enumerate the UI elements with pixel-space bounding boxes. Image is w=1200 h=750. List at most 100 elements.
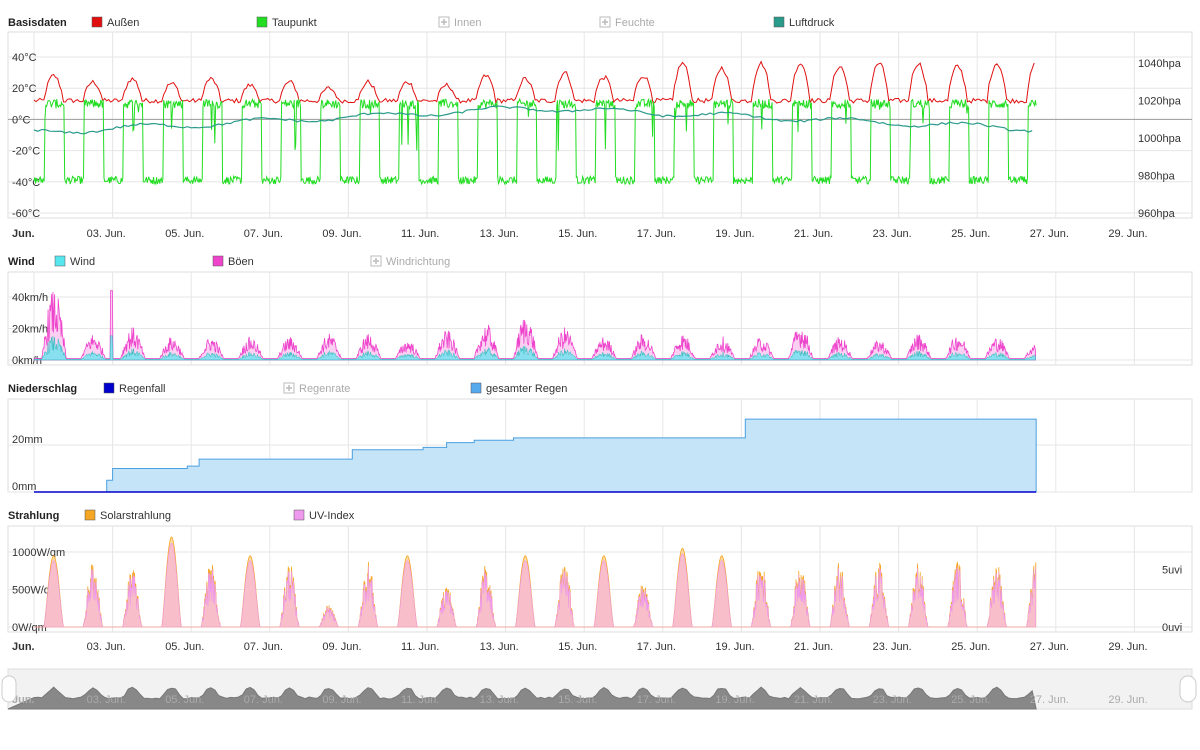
x-tick-label: 11. Jun.	[401, 694, 439, 706]
x-tick-label: 07. Jun.	[244, 228, 283, 240]
series-luftdruck	[33, 105, 1033, 135]
x-axis-top: Jun. 03. Jun. 05. Jun. 07. Jun. 09. Jun. 11. …	[12, 228, 1148, 240]
x-tick-label: 03. Jun.	[87, 694, 126, 706]
x-tick-label: 13. Jun.	[480, 641, 519, 653]
y-tick-label: 20°C	[12, 83, 37, 95]
legend-item-luftdruck[interactable]: Luftdruck	[773, 16, 835, 29]
y2-tick-label: 1020hpa	[1138, 96, 1182, 108]
legend-item-au-en[interactable]: Außen	[91, 16, 139, 29]
legend-item-windrichtung[interactable]: Windrichtung	[370, 255, 450, 268]
series-taupunkt	[33, 97, 1037, 186]
legend-swatch	[54, 255, 66, 267]
legend-label: Taupunkt	[272, 17, 317, 29]
y-tick-label: 20mm	[12, 434, 43, 446]
legend-swatch	[91, 16, 103, 28]
legend-item-regenfall[interactable]: Regenfall	[103, 382, 165, 395]
panel-strahlung: Strahlung Solarstrahlung UV-Index 1000W/qm 5…	[7, 509, 1193, 634]
legend-item-b-en[interactable]: Böen	[212, 255, 254, 268]
navigator-handle-right[interactable]	[1179, 675, 1197, 703]
legend-label: Regenfall	[119, 383, 165, 395]
series-wind	[33, 335, 1036, 361]
x-tick-label: 13. Jun.	[480, 228, 519, 240]
y-tick-label: 0km/h	[12, 355, 42, 367]
x-tick-label: 23. Jun.	[873, 641, 912, 653]
x-tick-label: 29. Jun.	[1108, 641, 1147, 653]
legend-item-gesamter-regen[interactable]: gesamter Regen	[470, 382, 567, 395]
legend-item-innen[interactable]: Innen	[438, 16, 482, 29]
plot-area	[7, 31, 1193, 219]
navigator-series	[7, 686, 1037, 710]
x-tick-label: 05. Jun.	[165, 694, 204, 706]
legend-swatch	[103, 382, 115, 394]
x-tick-label: Jun.	[12, 641, 35, 653]
x-tick-label: 11. Jun.	[401, 228, 439, 240]
y-tick-label: 40km/h	[12, 292, 48, 304]
x-axis-bottom: Jun. 03. Jun. 05. Jun. 07. Jun. 09. Jun. 11. …	[12, 641, 1148, 653]
legend-item-taupunkt[interactable]: Taupunkt	[256, 16, 317, 29]
navigator[interactable]: Jun. 03. Jun. 05. Jun. 07. Jun. 09. Jun. 11. …	[1, 668, 1197, 710]
y-tick-label: -40°C	[12, 177, 40, 189]
y2-tick-label: 1000hpa	[1138, 133, 1182, 145]
y2-tick-label: 1040hpa	[1138, 58, 1182, 70]
x-tick-label: 25. Jun.	[951, 694, 990, 706]
legend-label: UV-Index	[309, 510, 355, 522]
legend-label: Solarstrahlung	[100, 510, 171, 522]
legend-label: gesamter Regen	[486, 383, 567, 395]
x-tick-label: 09. Jun.	[322, 641, 361, 653]
plus-icon	[373, 258, 379, 264]
panel-wind: Wind Wind Böen Windrichtung 40km/h 20km/h 0km/…	[7, 255, 1193, 367]
navigator-handle-left[interactable]	[1, 675, 17, 703]
y2-tick-label: 5uvi	[1162, 565, 1182, 577]
panel-title: Basisdaten	[8, 17, 67, 29]
y2-tick-label: 0uvi	[1162, 622, 1182, 634]
x-tick-label: 11. Jun.	[401, 641, 439, 653]
series-uv-index	[34, 542, 1037, 628]
legend-label: Innen	[454, 17, 482, 29]
legend-swatch	[84, 509, 96, 521]
handle-shape	[1179, 675, 1197, 703]
legend-item-uv-index[interactable]: UV-Index	[293, 509, 355, 522]
legend-label: Böen	[228, 256, 254, 268]
y2-tick-label: 960hpa	[1138, 208, 1176, 220]
x-tick-label: 05. Jun.	[165, 228, 204, 240]
panel-title: Wind	[8, 256, 35, 268]
x-tick-label: 21. Jun.	[794, 228, 833, 240]
plus-icon	[602, 19, 608, 25]
x-tick-label: 25. Jun.	[951, 228, 990, 240]
y-tick-label: 20km/h	[12, 324, 48, 336]
x-tick-label: 15. Jun.	[558, 694, 597, 706]
x-tick-label: 27. Jun.	[1030, 228, 1069, 240]
panel-title: Niederschlag	[8, 383, 77, 395]
legend-item-regenrate[interactable]: Regenrate	[283, 382, 350, 395]
y2-tick-label: 980hpa	[1138, 171, 1176, 183]
x-tick-label: 05. Jun.	[165, 641, 204, 653]
panel-niederschlag: Niederschlag Regenfall Regenrate gesamter R…	[7, 382, 1193, 493]
legend-swatch	[293, 509, 305, 521]
legend-item-solarstrahlung[interactable]: Solarstrahlung	[84, 509, 171, 522]
x-tick-label: 09. Jun.	[322, 228, 361, 240]
y-tick-label: 40°C	[12, 52, 37, 64]
legend-label: Feuchte	[615, 17, 655, 29]
legend-item-wind[interactable]: Wind	[54, 255, 95, 268]
x-tick-label: 27. Jun.	[1030, 694, 1069, 706]
legend-label: Windrichtung	[386, 256, 450, 268]
x-tick-label: 17. Jun.	[637, 694, 676, 706]
plus-icon	[441, 19, 447, 25]
y-tick-label: 0W/qm	[12, 622, 47, 634]
series-gesamter-regen	[100, 418, 1037, 493]
legend-swatch	[470, 382, 482, 394]
y-tick-label: -20°C	[12, 146, 40, 158]
x-tick-label: 19. Jun.	[715, 641, 754, 653]
x-tick-label: Jun.	[12, 228, 35, 240]
x-tick-label: 29. Jun.	[1108, 228, 1147, 240]
x-tick-label: 27. Jun.	[1030, 641, 1069, 653]
y-tick-label: 0mm	[12, 481, 36, 493]
x-tick-label: 13. Jun.	[480, 694, 519, 706]
x-tick-label: 19. Jun.	[715, 694, 754, 706]
panel-basisdaten: Basisdaten Außen Taupunkt Innen Feuchte Luftd…	[7, 16, 1193, 220]
legend-item-feuchte[interactable]: Feuchte	[599, 16, 655, 29]
x-tick-label: Jun.	[12, 694, 35, 706]
x-tick-label: 09. Jun.	[322, 694, 361, 706]
y-tick-label: 0°C	[12, 114, 31, 126]
